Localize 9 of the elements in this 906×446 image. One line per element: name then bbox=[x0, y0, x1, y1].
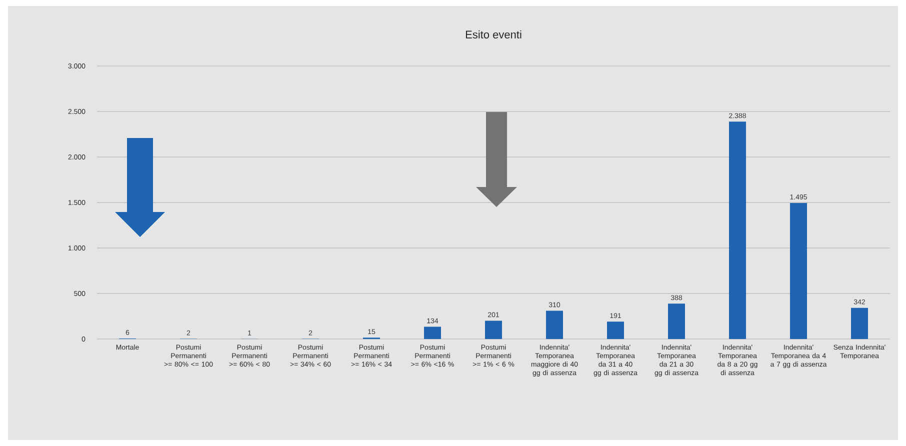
bar bbox=[424, 326, 441, 339]
bar bbox=[729, 122, 746, 339]
bar bbox=[790, 202, 807, 339]
chart-title: Esito eventi bbox=[466, 30, 522, 38]
bar bbox=[546, 310, 563, 339]
bar bbox=[485, 320, 502, 339]
bar bbox=[850, 308, 868, 339]
bar bbox=[668, 304, 685, 339]
bar bbox=[607, 322, 624, 339]
